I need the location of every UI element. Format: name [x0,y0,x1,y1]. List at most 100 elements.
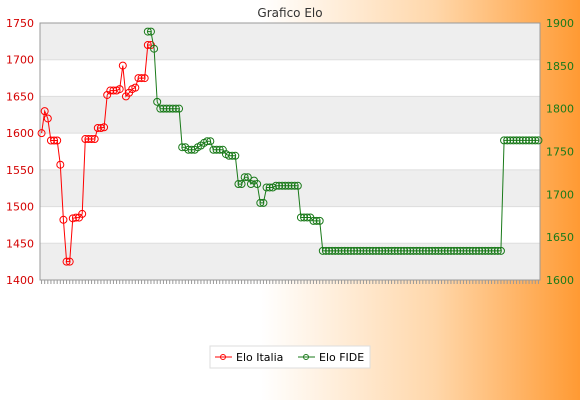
y-left-tick-label: 1700 [6,54,34,67]
y-left-tick-label: 1550 [6,164,34,177]
data-point-elo-fide [496,246,505,255]
data-point-elo-fide [421,246,430,255]
plot-background [40,23,540,280]
data-point-elo-italia [65,257,74,266]
data-point-elo-italia [68,214,77,223]
data-point-elo-fide [225,151,234,160]
data-point-elo-fide [390,246,399,255]
data-point-elo-fide [365,246,374,255]
grid-band [40,23,540,60]
data-point-elo-italia [106,86,115,95]
data-point-elo-fide [243,173,252,182]
data-point-elo-fide [465,246,474,255]
data-point-elo-fide [418,246,427,255]
y-left-tick-label: 1650 [6,90,34,103]
data-point-elo-italia [50,136,59,145]
y-left-tick-label: 1500 [6,201,34,214]
grid-band [40,96,540,134]
data-point-elo-fide [150,44,159,53]
data-point-elo-fide [475,246,484,255]
data-point-elo-italia [118,61,127,70]
data-point-elo-fide [340,246,349,255]
data-point-elo-fide [353,246,362,255]
data-point-elo-fide [206,137,215,146]
data-point-elo-italia [62,257,71,266]
data-point-elo-fide [293,181,302,190]
data-point-elo-fide [387,246,396,255]
data-point-elo-fide [534,136,543,145]
data-point-elo-fide [175,104,184,113]
data-point-elo-italia [40,107,49,116]
y-left-tick-label: 1750 [6,17,34,30]
data-point-elo-fide [509,136,518,145]
legend-marker-elo-fide [303,354,309,360]
data-point-elo-fide [493,246,502,255]
data-point-elo-fide [375,246,384,255]
data-point-elo-fide [471,246,480,255]
data-point-elo-fide [143,27,152,36]
data-point-elo-fide [368,246,377,255]
data-point-elo-italia [90,135,99,144]
data-point-elo-fide [309,216,318,225]
legend-box [209,345,371,369]
grid-band [40,243,540,280]
grid-band [40,169,540,207]
data-point-elo-fide [434,246,443,255]
data-point-elo-fide [450,246,459,255]
data-point-elo-fide [459,246,468,255]
data-point-elo-fide [284,181,293,190]
data-point-elo-fide [303,213,312,222]
data-point-elo-italia [37,129,46,138]
data-point-elo-fide [406,246,415,255]
data-point-elo-italia [87,135,96,144]
data-point-elo-fide [431,246,440,255]
data-point-elo-fide [262,183,271,192]
data-point-elo-fide [337,246,346,255]
data-point-elo-fide [484,246,493,255]
data-point-elo-fide [521,136,530,145]
data-point-elo-fide [481,246,490,255]
data-point-elo-fide [271,181,280,190]
data-point-elo-fide [456,246,465,255]
data-point-elo-italia [93,124,102,133]
data-point-elo-italia [131,83,140,92]
data-point-elo-fide [528,136,537,145]
data-point-elo-fide [468,246,477,255]
data-point-elo-fide [184,145,193,154]
data-point-elo-fide [462,246,471,255]
data-point-elo-fide [506,136,515,145]
data-point-elo-fide [281,181,290,190]
data-point-elo-fide [153,97,162,106]
data-point-elo-italia [109,86,118,95]
data-point-elo-fide [525,136,534,145]
data-point-elo-fide [231,151,240,160]
data-point-elo-fide [440,246,449,255]
data-point-elo-fide [318,246,327,255]
data-point-elo-fide [253,180,262,189]
plot-frame [39,22,541,281]
data-point-elo-fide [290,181,299,190]
data-point-elo-fide [487,246,496,255]
data-point-elo-fide [356,246,365,255]
series-line-elo-italia [41,44,151,263]
data-point-elo-fide [287,181,296,190]
data-point-elo-fide [453,246,462,255]
data-point-elo-fide [490,246,499,255]
data-point-elo-fide [412,246,421,255]
data-point-elo-fide [500,136,509,145]
data-point-elo-italia [53,136,62,145]
legend-label-elo-fide: Elo FIDE [319,351,364,364]
data-point-elo-fide [403,246,412,255]
data-point-elo-fide [165,104,174,113]
data-point-elo-fide [381,246,390,255]
data-point-elo-fide [503,136,512,145]
data-point-elo-fide [393,246,402,255]
chart-title: Grafico Elo [257,6,322,20]
data-point-elo-fide [428,246,437,255]
data-point-elo-fide [396,246,405,255]
y-left-tick-label: 1450 [6,237,34,250]
data-point-elo-fide [425,246,434,255]
data-point-elo-fide [343,246,352,255]
data-point-elo-italia [71,213,80,222]
